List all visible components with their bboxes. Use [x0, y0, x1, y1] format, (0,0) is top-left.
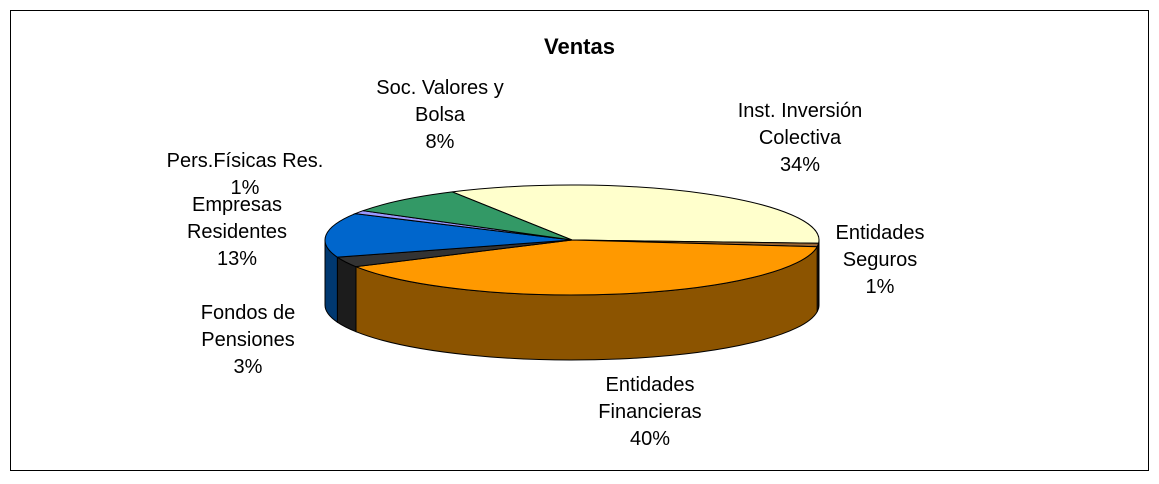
category-label: Fondos de Pensiones	[200, 302, 296, 351]
category-label: Empresas Residentes	[186, 194, 288, 243]
category-label: Pers.Físicas Res.	[166, 150, 324, 172]
value-label: 1%	[230, 177, 260, 199]
value-label: 34%	[779, 154, 821, 176]
data-label: Empresas Residentes 13%	[172, 192, 302, 273]
data-label: Entidades Seguros 1%	[825, 220, 935, 301]
category-label: Inst. Inversión Colectiva	[737, 100, 863, 149]
value-label: 3%	[233, 356, 263, 378]
value-label: 1%	[865, 276, 895, 298]
value-label: 8%	[425, 131, 455, 153]
data-label: Entidades Financieras 40%	[580, 372, 720, 453]
pie-slice	[324, 213, 573, 258]
pie-slice	[362, 191, 573, 241]
category-label: Entidades Financieras	[598, 374, 702, 423]
data-label: Soc. Valores y Bolsa 8%	[355, 75, 525, 156]
chart-title: Ventas	[544, 34, 615, 59]
category-label: Entidades Seguros	[835, 222, 925, 271]
pie-side	[336, 256, 357, 333]
value-label: 13%	[216, 248, 258, 270]
data-label: Inst. Inversión Colectiva 34%	[705, 98, 895, 179]
data-label: Pers.Físicas Res. 1%	[130, 148, 360, 202]
data-label: Fondos de Pensiones 3%	[178, 300, 318, 381]
value-label: 40%	[629, 428, 671, 450]
category-label: Soc. Valores y Bolsa	[376, 77, 504, 126]
pie-slice	[355, 239, 818, 296]
